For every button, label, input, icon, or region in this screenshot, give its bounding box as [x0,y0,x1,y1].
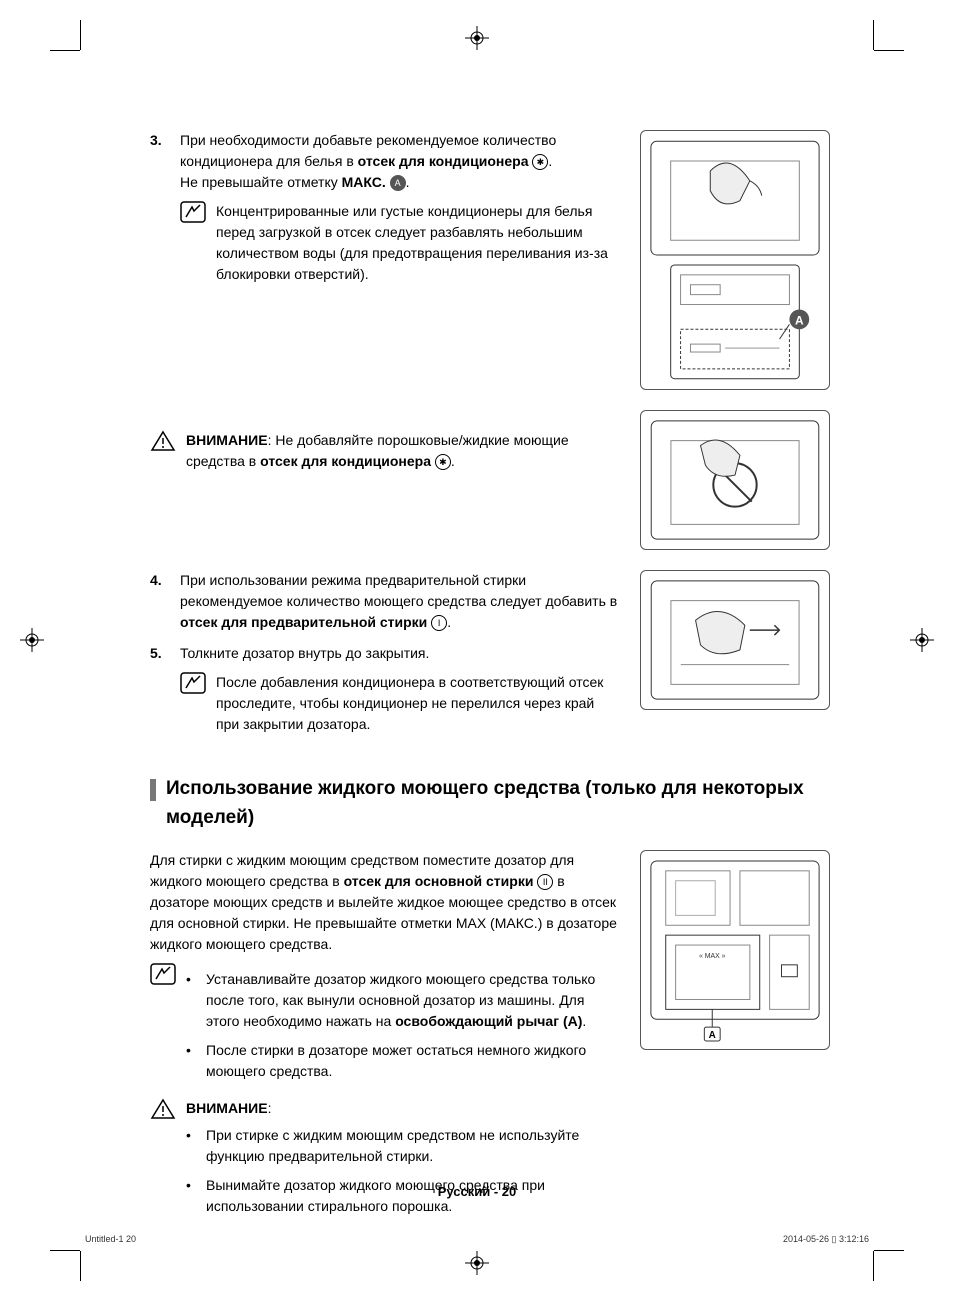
registration-mark-icon [910,628,934,652]
figure-warning-drawer [640,410,830,550]
step-5-note-text: После добавления кондиционера в соответс… [216,672,620,735]
bullet-icon: • [186,1125,194,1167]
svg-text:A: A [709,1030,716,1041]
warning-1: ВНИМАНИЕ: Не добавляйте порошковые/жидки… [150,430,620,472]
crop-mark [80,1251,81,1281]
note-icon [180,201,206,223]
step-3-row: 3. При необходимости добавьте рекомендуе… [150,130,830,390]
badge-a-icon: A [390,175,406,191]
step-3-note: Концентрированные или густые кондиционер… [180,201,620,285]
warning-bold2: отсек для кондиционера [260,453,435,469]
crop-mark [50,50,80,51]
note-icon [150,963,176,985]
step-4-text: При использовании режима предварительной… [180,572,617,609]
svg-text:« MAX »: « MAX » [699,953,726,960]
step-3-bold: отсек для кондиционера [358,153,533,169]
liquid-para: Для стирки с жидким моющим средством пом… [150,850,620,955]
crop-mark [50,1250,80,1251]
meta-filename: Untitled-1 20 [85,1233,136,1247]
crop-mark [873,1251,874,1281]
softener-compartment-icon: ✱ [532,154,548,170]
step-3-note-text: Концентрированные или густые кондиционер… [216,201,620,285]
prewash-compartment-icon: I [431,615,447,631]
warning-row: ВНИМАНИЕ: Не добавляйте порошковые/жидки… [150,410,830,550]
step-number: 3. [150,130,168,285]
registration-mark-icon [465,26,489,50]
step-4: 4. При использовании режима предваритель… [150,570,620,633]
step-4-bold: отсек для предварительной стирки [180,614,431,630]
step-number: 5. [150,643,168,735]
registration-mark-icon [465,1251,489,1275]
figure-close-drawer [640,570,830,710]
warning-label: ВНИМАНИЕ [186,432,268,448]
liquid-warning-label: ВНИМАНИЕ [186,1100,268,1116]
meta-timestamp: 2014-05-26 ▯ 3:12:16 [783,1233,869,1247]
warning-icon [150,430,176,452]
liquid-bullet-2-text: После стирки в дозаторе может остаться н… [206,1040,620,1082]
liquid-note: • Устанавливайте дозатор жидкого моющего… [150,963,620,1090]
crop-mark [873,20,874,50]
liquid-warn-bullet-1: • При стирке с жидким моющим средством н… [186,1125,620,1167]
step-5-note: После добавления кондиционера в соответс… [180,672,620,735]
crop-mark [80,20,81,50]
section-heading: Использование жидкого моющего средства (… [150,775,830,832]
step-3-text-b: Не превышайте отметку [180,174,342,190]
liquid-warning: ВНИМАНИЕ: • При стирке с жидким моющим с… [150,1098,620,1225]
step-5: 5. Толкните дозатор внутрь до закрытия. … [150,643,620,735]
bullet-icon: • [186,969,194,1032]
note-icon [180,672,206,694]
step-3-bold-b: МАКС. [342,174,390,190]
crop-mark [874,50,904,51]
liquid-section-row: Для стирки с жидким моющим средством пом… [150,850,830,1225]
crop-mark [874,1250,904,1251]
liquid-bullet-1-bold: освобождающий рычаг (A) [395,1013,582,1029]
liquid-warn-bullet-1-text: При стирке с жидким моющим средством не … [206,1125,620,1167]
figure-liquid-dispenser: « MAX » A [640,850,830,1050]
softener-compartment-icon: ✱ [435,454,451,470]
section-title: Использование жидкого моющего средства (… [166,775,830,832]
page-content: 3. При необходимости добавьте рекомендуе… [150,130,830,1245]
page-footer: Русский - 20 [0,1182,954,1202]
svg-text:A: A [795,313,804,327]
liquid-bullet-1: • Устанавливайте дозатор жидкого моющего… [186,969,620,1032]
bullet-icon: • [186,1040,194,1082]
step-5-text: Толкните дозатор внутрь до закрытия. [180,645,429,661]
step-4-5-row: 4. При использовании режима предваритель… [150,570,830,745]
liquid-bullet-2: • После стирки в дозаторе может остаться… [186,1040,620,1082]
mainwash-compartment-icon: II [537,874,553,890]
figure-softener-drawer: A [640,130,830,390]
section-bar-icon [150,779,156,801]
step-number: 4. [150,570,168,633]
registration-mark-icon [20,628,44,652]
step-3: 3. При необходимости добавьте рекомендуе… [150,130,620,285]
warning-icon [150,1098,176,1120]
liquid-para-bold: отсек для основной стирки [344,873,538,889]
